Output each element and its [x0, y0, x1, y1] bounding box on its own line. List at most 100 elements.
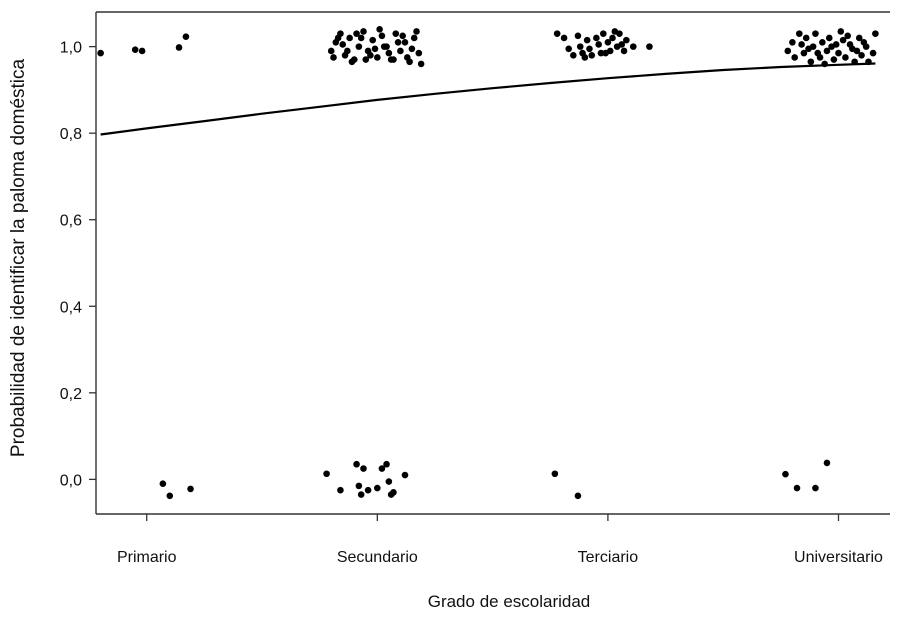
data-point	[611, 28, 619, 35]
data-point	[394, 38, 402, 46]
data-point	[823, 47, 831, 55]
data-point	[551, 470, 559, 478]
data-point	[800, 49, 808, 57]
data-point	[410, 34, 418, 42]
data-point	[337, 486, 344, 494]
data-point	[595, 41, 602, 48]
data-point	[378, 465, 386, 472]
data-point	[576, 43, 584, 50]
data-point	[560, 34, 568, 42]
data-point	[869, 49, 877, 57]
x-tick-label: Terciario	[578, 549, 639, 566]
data-point	[553, 30, 561, 37]
data-point	[175, 44, 183, 51]
data-point	[629, 43, 637, 50]
data-point	[812, 30, 819, 37]
data-point	[570, 51, 577, 59]
curve-layer	[100, 62, 876, 136]
data-point	[355, 43, 363, 50]
data-point	[138, 47, 146, 55]
data-point	[791, 54, 798, 61]
data-point	[182, 33, 190, 40]
data-point	[97, 49, 104, 57]
data-point	[588, 51, 596, 59]
data-point	[385, 478, 393, 485]
data-point	[390, 56, 397, 63]
data-point	[374, 484, 381, 492]
data-point	[330, 54, 337, 61]
y-tick-label: 0,4	[60, 299, 82, 316]
y-tick-label: 0,2	[60, 386, 82, 403]
data-point	[353, 30, 360, 37]
data-point	[364, 486, 372, 494]
data-point	[357, 491, 365, 498]
data-point	[597, 49, 605, 57]
data-point	[159, 480, 167, 488]
data-point	[620, 47, 628, 55]
data-point	[187, 485, 194, 493]
data-point	[844, 32, 852, 40]
data-point	[374, 54, 381, 61]
data-point	[609, 34, 616, 42]
y-tick-label: 0,6	[60, 213, 82, 230]
data-point	[415, 49, 423, 57]
data-point	[825, 34, 833, 42]
x-tick-label: Universitario	[794, 549, 883, 566]
data-point	[828, 43, 835, 50]
data-point	[380, 43, 388, 50]
data-point	[842, 54, 849, 61]
data-point	[323, 470, 330, 478]
data-point	[166, 492, 174, 500]
data-point	[348, 58, 356, 66]
data-point	[413, 28, 420, 35]
data-point	[599, 30, 607, 37]
data-point	[862, 43, 870, 50]
data-point	[586, 45, 593, 53]
data-point	[618, 41, 626, 48]
fitted-curve	[100, 62, 876, 136]
data-point	[401, 38, 409, 46]
data-point	[782, 470, 789, 478]
data-point	[839, 36, 847, 44]
data-point	[362, 56, 370, 63]
data-point	[378, 32, 386, 40]
data-point	[807, 58, 815, 66]
data-point	[574, 32, 582, 40]
data-point	[623, 36, 630, 44]
data-point	[401, 471, 409, 479]
data-point	[565, 45, 573, 53]
data-point	[819, 38, 826, 46]
x-axis-title: Grado de escolaridad	[428, 592, 591, 611]
x-tick-label: Primario	[117, 549, 177, 566]
data-point	[574, 492, 582, 500]
data-point	[399, 32, 406, 40]
data-point	[403, 54, 411, 61]
data-point	[812, 484, 819, 492]
data-point	[646, 43, 653, 50]
data-point	[392, 30, 400, 37]
data-point	[355, 482, 363, 490]
data-point	[853, 47, 861, 55]
data-point	[593, 34, 600, 42]
data-point	[604, 38, 612, 46]
data-point	[327, 47, 335, 55]
data-point	[846, 41, 854, 48]
data-point	[837, 28, 845, 35]
data-point	[872, 30, 879, 37]
data-point	[367, 51, 374, 59]
data-point	[385, 49, 393, 57]
data-point	[376, 26, 383, 33]
data-point	[408, 45, 416, 53]
data-point	[802, 34, 810, 42]
data-point	[583, 36, 591, 44]
data-point	[334, 34, 342, 42]
data-point	[353, 460, 360, 468]
y-tick-label: 0,0	[60, 472, 82, 489]
data-point	[805, 45, 812, 53]
axes-layer: 0,0 0,2 0,4 0,6 0,8 1,0 Primario Secundario Terc…	[60, 11, 890, 566]
y-tick-label: 1,0	[60, 40, 82, 57]
data-point	[795, 30, 803, 37]
data-point	[814, 49, 822, 57]
